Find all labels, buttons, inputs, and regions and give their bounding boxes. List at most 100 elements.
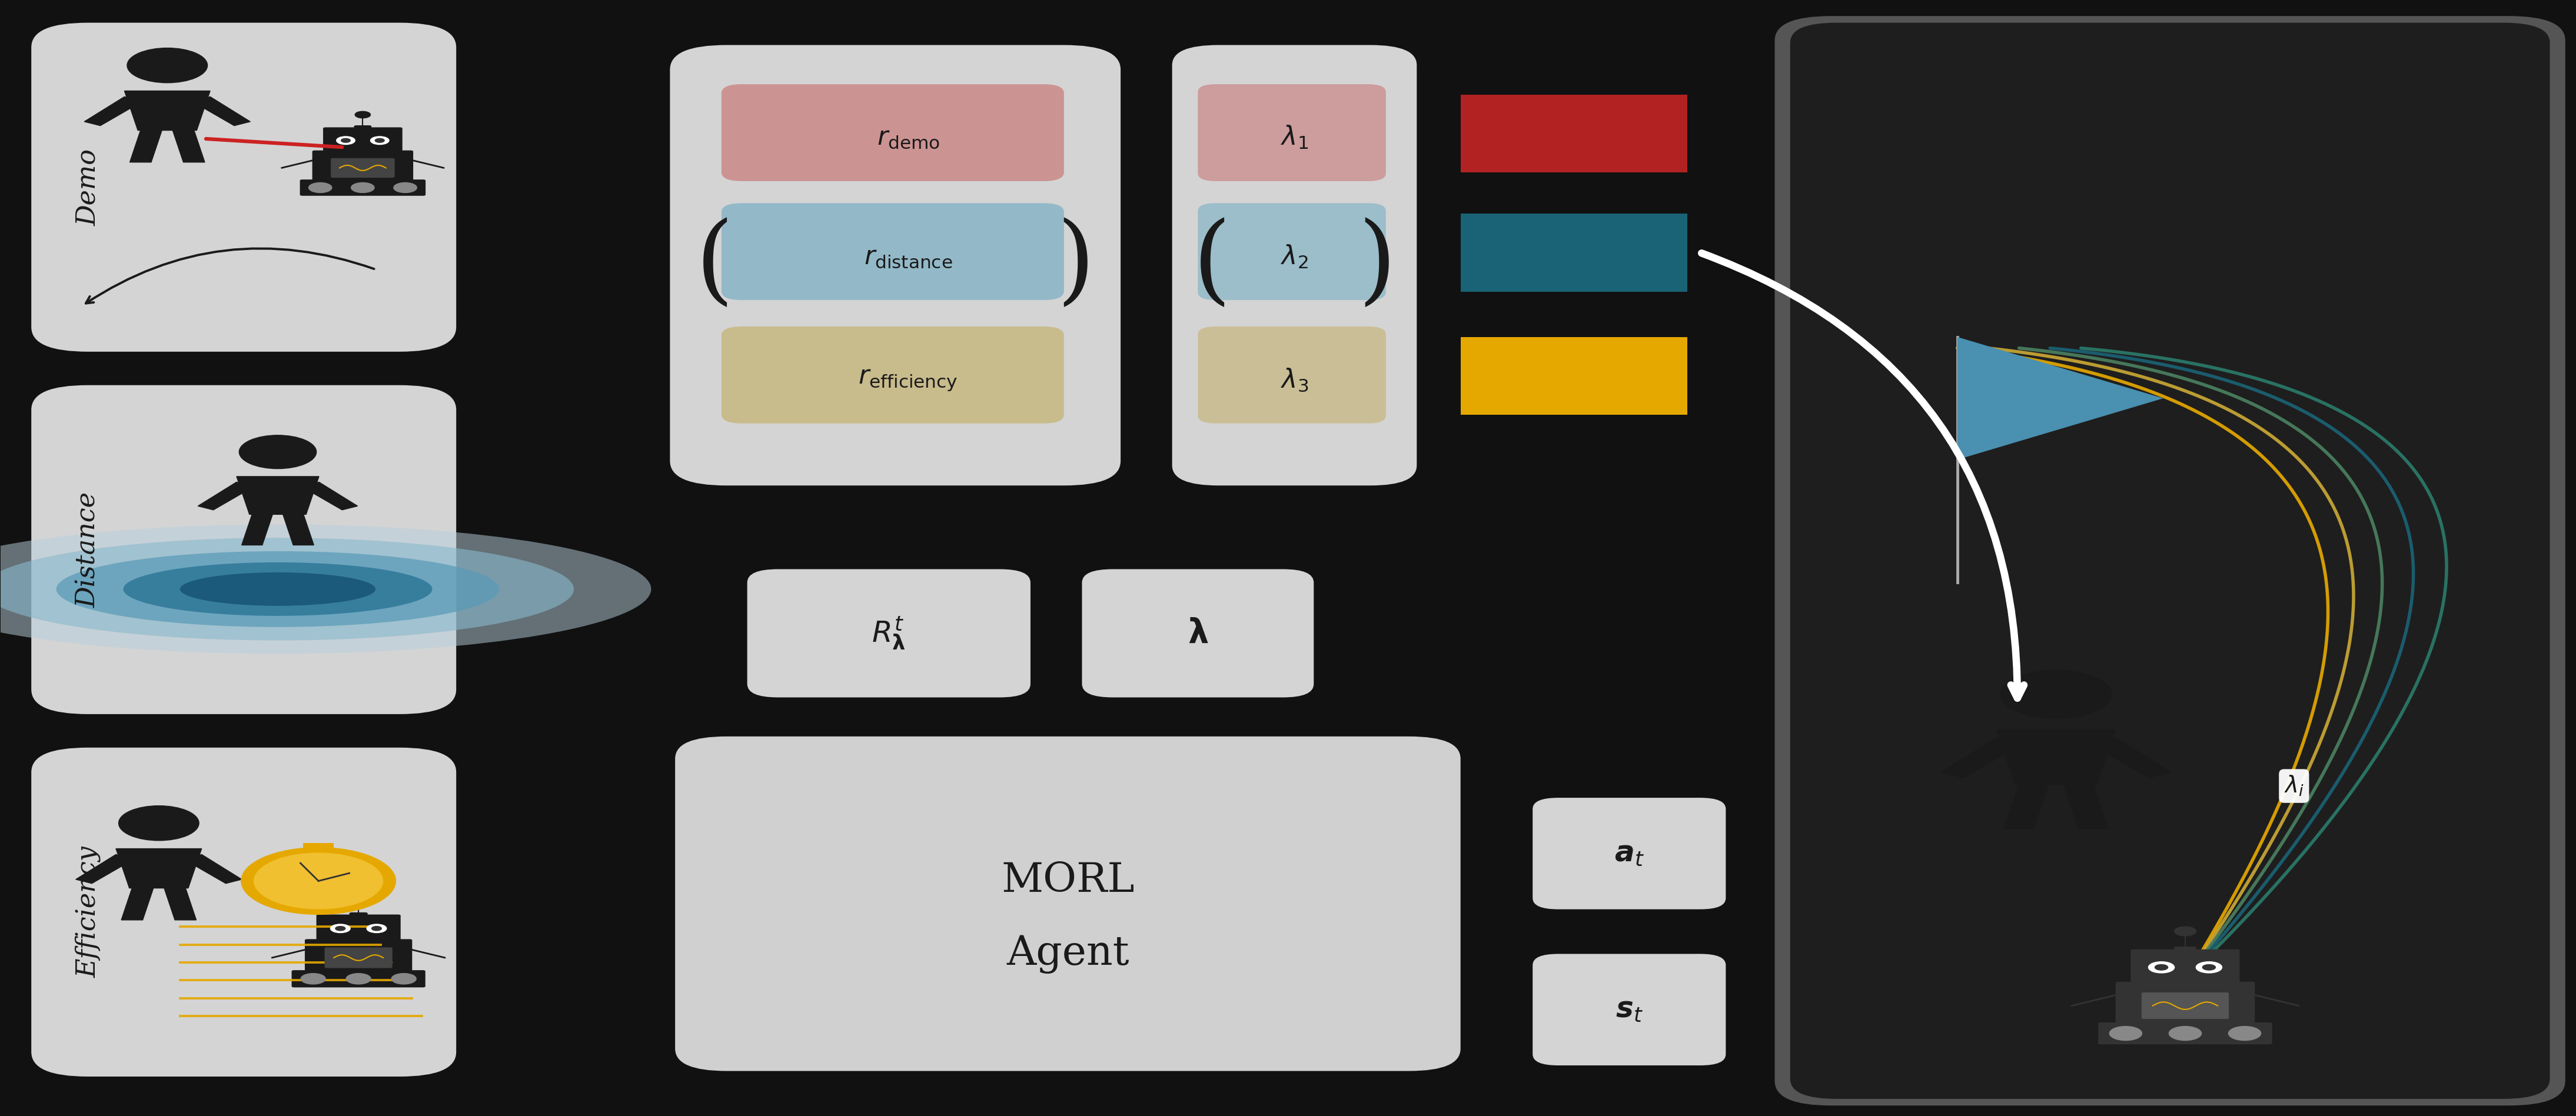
Polygon shape bbox=[1958, 337, 2164, 460]
Circle shape bbox=[242, 847, 397, 914]
Polygon shape bbox=[1996, 730, 2115, 785]
Bar bbox=[1461, 95, 1687, 173]
Polygon shape bbox=[165, 888, 196, 920]
FancyBboxPatch shape bbox=[1775, 16, 2566, 1106]
Polygon shape bbox=[1942, 738, 2020, 778]
Circle shape bbox=[335, 926, 345, 931]
Circle shape bbox=[2169, 1027, 2202, 1040]
Polygon shape bbox=[85, 97, 142, 126]
Text: $\lambda_i$: $\lambda_i$ bbox=[2285, 775, 2303, 798]
FancyBboxPatch shape bbox=[1198, 84, 1386, 181]
Circle shape bbox=[345, 973, 371, 984]
Circle shape bbox=[355, 112, 371, 118]
FancyBboxPatch shape bbox=[721, 327, 1064, 423]
FancyBboxPatch shape bbox=[291, 970, 425, 988]
Text: $\lambda_{2}$: $\lambda_{2}$ bbox=[1280, 243, 1309, 270]
Polygon shape bbox=[2004, 785, 2048, 828]
Polygon shape bbox=[2063, 785, 2107, 828]
FancyBboxPatch shape bbox=[304, 940, 412, 972]
Text: $\lambda_{3}$: $\lambda_{3}$ bbox=[1280, 367, 1309, 393]
Ellipse shape bbox=[0, 525, 652, 654]
FancyBboxPatch shape bbox=[1198, 203, 1386, 300]
Polygon shape bbox=[193, 97, 250, 126]
Text: $r_{\mathrm{demo}}$: $r_{\mathrm{demo}}$ bbox=[876, 125, 940, 151]
Text: $r_{\mathrm{distance}}$: $r_{\mathrm{distance}}$ bbox=[863, 243, 953, 269]
Text: Distance: Distance bbox=[75, 492, 100, 607]
Polygon shape bbox=[283, 514, 314, 545]
Circle shape bbox=[2148, 962, 2174, 973]
Circle shape bbox=[350, 183, 374, 193]
Text: MORL: MORL bbox=[1002, 860, 1133, 899]
FancyBboxPatch shape bbox=[675, 737, 1461, 1071]
Circle shape bbox=[2174, 926, 2195, 936]
FancyBboxPatch shape bbox=[1082, 569, 1314, 698]
Text: ): ) bbox=[1056, 218, 1095, 312]
FancyBboxPatch shape bbox=[31, 748, 456, 1077]
FancyBboxPatch shape bbox=[747, 569, 1030, 698]
Circle shape bbox=[350, 897, 366, 905]
Polygon shape bbox=[304, 482, 358, 510]
Ellipse shape bbox=[57, 551, 500, 627]
Polygon shape bbox=[2094, 738, 2172, 778]
Circle shape bbox=[240, 435, 317, 469]
FancyBboxPatch shape bbox=[322, 127, 402, 152]
Circle shape bbox=[255, 853, 384, 908]
FancyBboxPatch shape bbox=[2141, 992, 2228, 1019]
Polygon shape bbox=[173, 131, 204, 162]
Polygon shape bbox=[75, 855, 131, 884]
Circle shape bbox=[2195, 962, 2223, 973]
Polygon shape bbox=[185, 855, 242, 884]
Polygon shape bbox=[242, 514, 273, 545]
FancyBboxPatch shape bbox=[721, 84, 1064, 181]
Polygon shape bbox=[198, 482, 252, 510]
Text: $\boldsymbol{\lambda}$: $\boldsymbol{\lambda}$ bbox=[1188, 617, 1208, 650]
Circle shape bbox=[309, 183, 332, 193]
Text: $R^t_{\boldsymbol{\lambda}}$: $R^t_{\boldsymbol{\lambda}}$ bbox=[871, 615, 907, 652]
FancyBboxPatch shape bbox=[1172, 45, 1417, 485]
Polygon shape bbox=[237, 477, 319, 514]
Bar bbox=[1461, 337, 1687, 415]
FancyBboxPatch shape bbox=[1533, 954, 1726, 1066]
Circle shape bbox=[340, 138, 350, 143]
FancyBboxPatch shape bbox=[317, 914, 402, 941]
Text: Efficiency: Efficiency bbox=[75, 846, 100, 978]
Circle shape bbox=[392, 973, 417, 984]
Circle shape bbox=[337, 136, 355, 144]
Bar bbox=[1461, 213, 1687, 291]
FancyBboxPatch shape bbox=[1533, 798, 1726, 910]
FancyBboxPatch shape bbox=[330, 158, 394, 177]
Circle shape bbox=[118, 806, 198, 840]
FancyBboxPatch shape bbox=[2130, 950, 2239, 983]
Circle shape bbox=[301, 973, 325, 984]
Circle shape bbox=[126, 48, 209, 83]
Circle shape bbox=[2202, 964, 2215, 970]
Ellipse shape bbox=[180, 573, 376, 606]
FancyBboxPatch shape bbox=[350, 913, 368, 916]
Circle shape bbox=[2110, 1027, 2141, 1040]
Polygon shape bbox=[129, 131, 162, 162]
FancyBboxPatch shape bbox=[2115, 982, 2254, 1023]
Polygon shape bbox=[116, 848, 201, 888]
Circle shape bbox=[376, 138, 384, 143]
Text: Demo: Demo bbox=[75, 148, 100, 225]
FancyBboxPatch shape bbox=[1198, 327, 1386, 423]
Bar bbox=[304, 843, 335, 852]
Polygon shape bbox=[121, 888, 155, 920]
FancyBboxPatch shape bbox=[721, 203, 1064, 300]
Circle shape bbox=[394, 183, 417, 193]
Ellipse shape bbox=[124, 562, 433, 616]
Circle shape bbox=[371, 136, 389, 144]
Text: ): ) bbox=[1358, 218, 1396, 312]
FancyBboxPatch shape bbox=[1790, 22, 2550, 1099]
Text: $\boldsymbol{a}_t$: $\boldsymbol{a}_t$ bbox=[1615, 839, 1643, 868]
Text: $r_{\mathrm{efficiency}}$: $r_{\mathrm{efficiency}}$ bbox=[858, 367, 958, 393]
FancyBboxPatch shape bbox=[31, 22, 456, 352]
Text: (: ( bbox=[696, 218, 734, 312]
FancyBboxPatch shape bbox=[670, 45, 1121, 485]
FancyBboxPatch shape bbox=[299, 180, 425, 195]
Text: $\lambda_{1}$: $\lambda_{1}$ bbox=[1280, 124, 1309, 151]
Circle shape bbox=[2002, 671, 2112, 719]
FancyBboxPatch shape bbox=[31, 385, 456, 714]
Text: $\boldsymbol{s}_t$: $\boldsymbol{s}_t$ bbox=[1615, 995, 1643, 1024]
FancyBboxPatch shape bbox=[2174, 946, 2197, 952]
